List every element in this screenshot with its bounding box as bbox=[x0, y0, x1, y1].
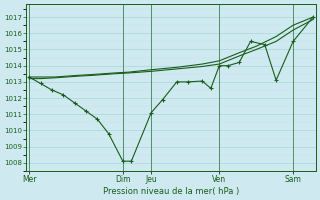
X-axis label: Pression niveau de la mer( hPa ): Pression niveau de la mer( hPa ) bbox=[103, 187, 239, 196]
